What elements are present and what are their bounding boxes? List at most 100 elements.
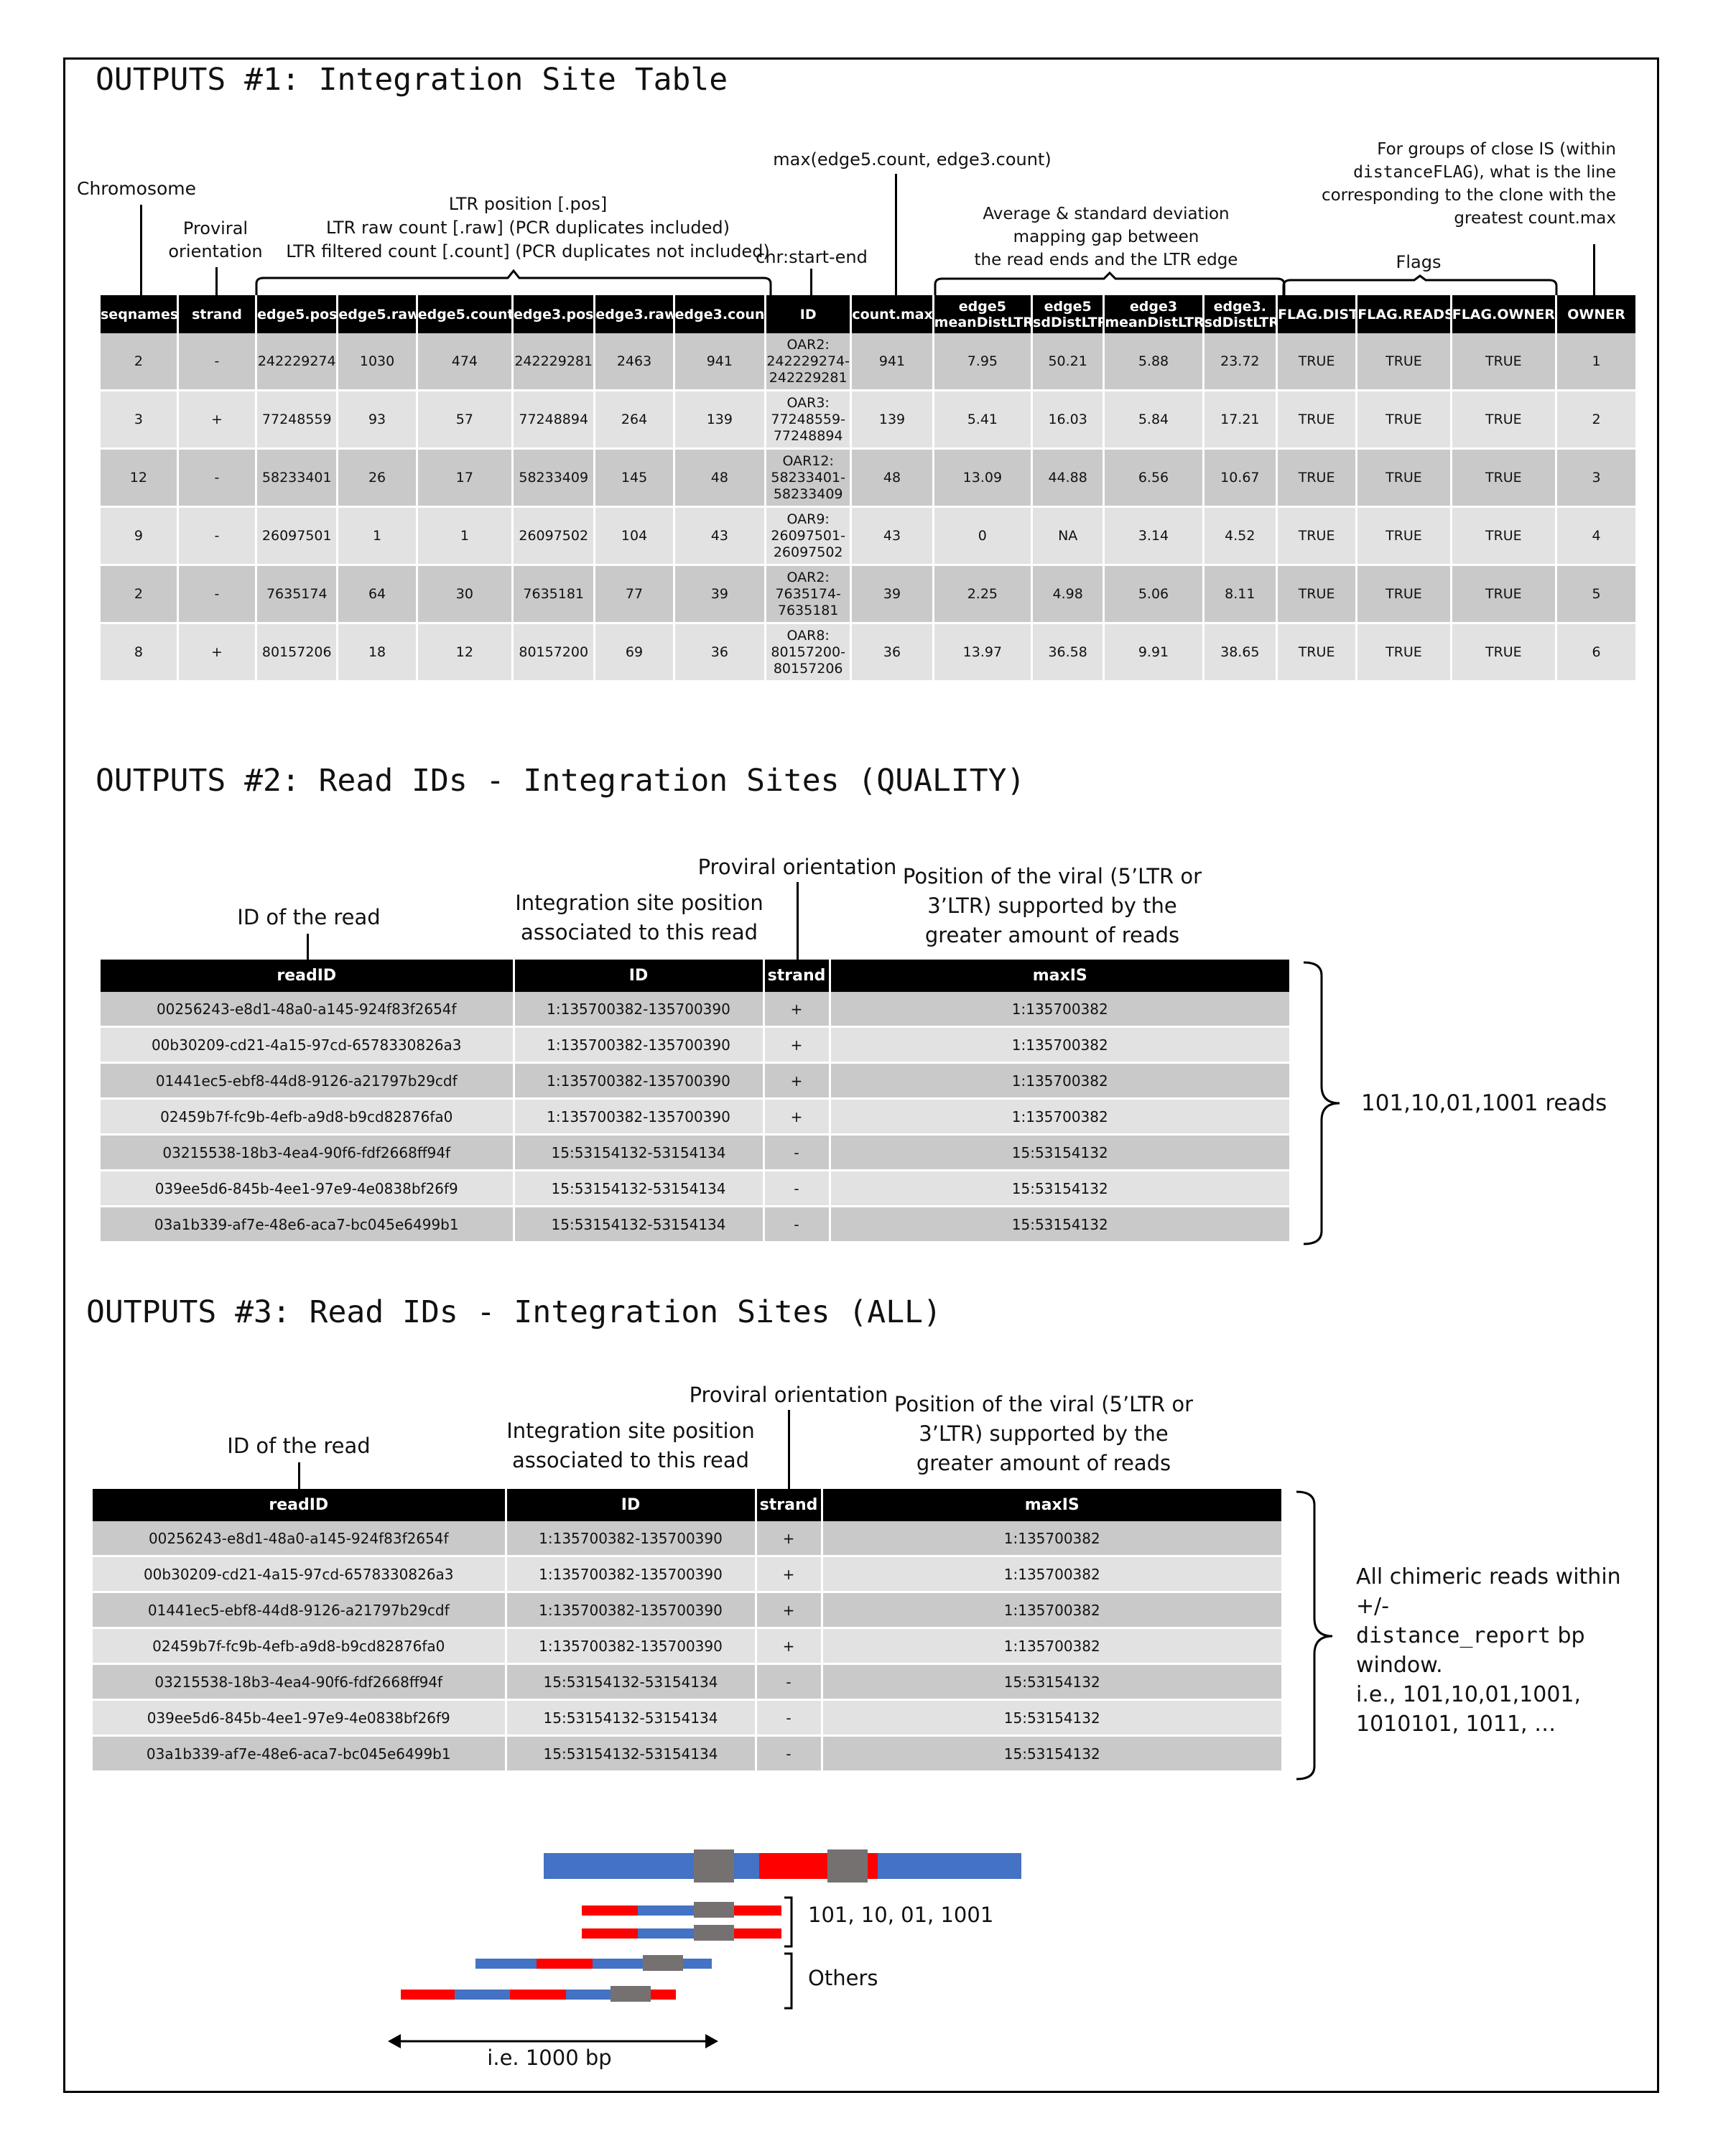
read-bar	[537, 1959, 593, 1969]
table-cell: 15:53154132-53154134	[514, 1134, 765, 1171]
annotation-proviral-orientation: Proviral orientation	[689, 1383, 888, 1407]
table-cell: -	[763, 1134, 831, 1171]
col-header-maxis: maxIS	[830, 960, 1289, 992]
table-cell: 104	[594, 506, 675, 566]
diagram-label-101: 101, 10, 01, 1001	[808, 1903, 994, 1927]
table-cell: 03215538-18b3-4ea4-90f6-fdf2668ff94f	[101, 1134, 515, 1171]
bracket-others	[784, 1952, 793, 2010]
read-bar	[651, 1990, 676, 2000]
read-bar	[455, 1990, 510, 2000]
table-cell: 50.21	[1031, 333, 1105, 391]
table-cell: 16.03	[1031, 390, 1105, 450]
table-cell: 5	[1556, 565, 1635, 624]
table-cell: 93	[337, 390, 418, 450]
pointer-line	[895, 174, 897, 295]
table-cell: 0	[933, 506, 1034, 566]
read-bar	[694, 1902, 734, 1918]
table-cell: 18	[337, 623, 418, 682]
table-cell: -	[763, 1170, 831, 1207]
read-ids-all-table: readID ID strand maxIS 00256243-e8d1-48a…	[93, 1489, 1281, 1773]
table-cell: 242229274	[256, 333, 339, 391]
read-bar	[401, 1990, 455, 2000]
table-cell: 77248894	[512, 390, 596, 450]
table-cell: 4.98	[1031, 565, 1105, 624]
table-cell: -	[177, 448, 258, 508]
table-cell: 1:135700382-135700390	[506, 1556, 757, 1593]
annotation-countmax: max(edge5.count, edge3.count)	[773, 149, 1052, 170]
table-cell: 941	[850, 333, 934, 391]
table-cell: 15:53154132	[830, 1134, 1289, 1171]
table-cell: 2.25	[933, 565, 1034, 624]
table-row: 2-7635174 64 30 7635181 77 39 OAR2: 7635174- 763…	[101, 565, 1635, 624]
table-cell: TRUE	[1356, 333, 1452, 391]
col-header-readid: readID	[101, 960, 515, 992]
table-cell: +	[763, 1062, 831, 1100]
table-cell: 7.95	[933, 333, 1034, 391]
annotation-isposition: Integration site position associated to …	[506, 1419, 755, 1472]
table-cell: 03a1b339-af7e-48e6-aca7-bc045e6499b1	[93, 1735, 507, 1773]
table-cell: 48	[850, 448, 934, 508]
annotation-flags: Flags	[1396, 252, 1442, 272]
table-cell: 1:135700382	[822, 1628, 1281, 1665]
col-header-strand: strand	[756, 1489, 823, 1521]
table-cell: 1:135700382	[822, 1592, 1281, 1629]
annotation-chromosome: Chromosome	[76, 178, 197, 199]
table-cell: TRUE	[1451, 390, 1558, 450]
table-cell: 03215538-18b3-4ea4-90f6-fdf2668ff94f	[93, 1663, 507, 1701]
table-cell: 01441ec5-ebf8-44d8-9126-a21797b29cdf	[93, 1592, 507, 1629]
table-cell: TRUE	[1276, 448, 1358, 508]
table-cell: 264	[594, 390, 675, 450]
table-row: 03215538-18b3-4ea4-90f6-fdf2668ff94f 15:5…	[93, 1663, 1281, 1701]
col-header-id: ID	[514, 960, 765, 992]
table-cell: 15:53154132-53154134	[506, 1663, 757, 1701]
table-row: 8 +80157206 18 12 80157200 69 36 OAR8: 80157200-…	[101, 623, 1635, 682]
table-cell: 1:135700382	[830, 1098, 1289, 1136]
table-cell: 15:53154132-53154134	[514, 1170, 765, 1207]
annotation-isposition: Integration site position associated to …	[515, 891, 763, 944]
table-cell: 9.91	[1103, 623, 1204, 682]
table-cell: 44.88	[1031, 448, 1105, 508]
section1-heading: OUTPUTS #1: Integration Site Table	[96, 62, 728, 98]
table-cell: OAR8: 80157200- 80157206	[765, 623, 853, 682]
table-cell: 48	[674, 448, 767, 508]
table-row: 2-242229274 1030 474 242229281 2463 941 OAR2: 2…	[101, 333, 1635, 391]
table-row: 9-26097501 1 1 26097502 104 43 OAR9: 26097501- 2…	[101, 506, 1635, 566]
table-cell: 15:53154132-53154134	[514, 1206, 765, 1243]
table-cell: 3	[101, 390, 179, 450]
table-cell: 15:53154132	[830, 1206, 1289, 1243]
table-cell: 242229281	[512, 333, 596, 391]
table-cell: 9	[101, 506, 179, 566]
read-bar	[734, 1928, 781, 1939]
table-row: 03215538-18b3-4ea4-90f6-fdf2668ff94f 15:5…	[101, 1134, 1289, 1171]
table-row: 039ee5d6-845b-4ee1-97e9-4e0838bf26f9 15:5…	[93, 1699, 1281, 1737]
table-cell: 80157200	[512, 623, 596, 682]
col-header: edge3 meanDistLTR	[1103, 295, 1204, 333]
col-header: ID	[765, 295, 853, 333]
annotation-maxis: Position of the viral (5’LTR or 3’LTR) s…	[893, 1392, 1194, 1475]
table-cell: -	[756, 1699, 823, 1737]
table-cell: 3	[1556, 448, 1635, 508]
table-cell: 00b30209-cd21-4a15-97cd-6578330826a3	[93, 1556, 507, 1593]
table-cell: 039ee5d6-845b-4ee1-97e9-4e0838bf26f9	[101, 1170, 515, 1207]
annotation-proviral-orientation: Proviral orientation	[697, 855, 897, 879]
table-cell: 1:135700382-135700390	[514, 1026, 765, 1064]
pointer-line	[307, 934, 309, 960]
col-header: edge5.pos	[256, 295, 339, 333]
read-ids-quality-table: readID ID strand maxIS 00256243-e8d1-48a…	[101, 960, 1289, 1243]
read-bar	[593, 1959, 643, 1969]
table-cell: +	[756, 1556, 823, 1593]
table-header-row: readID ID strand maxIS	[93, 1489, 1281, 1521]
table-cell: 02459b7f-fc9b-4efb-a9d8-b9cd82876fa0	[93, 1628, 507, 1665]
col-header: edge5.count	[417, 295, 514, 333]
table-cell: 1:135700382	[830, 1026, 1289, 1064]
table-cell: TRUE	[1451, 333, 1558, 391]
annotation-ltr: LTR position [.pos] LTR raw count [.raw]…	[286, 194, 770, 261]
table-cell: TRUE	[1451, 623, 1558, 682]
bracket-101	[784, 1896, 793, 1948]
section2-heading: OUTPUTS #2: Read IDs - Integration Sites…	[96, 763, 1026, 799]
col-header-maxis: maxIS	[822, 1489, 1281, 1521]
table-row: 03a1b339-af7e-48e6-aca7-bc045e6499b1 15:5…	[93, 1735, 1281, 1773]
table-cell: OAR2: 242229274- 242229281	[765, 333, 853, 391]
table-row: 02459b7f-fc9b-4efb-a9d8-b9cd82876fa0 1:13…	[101, 1098, 1289, 1136]
col-header: edge5 meanDistLTR	[933, 295, 1034, 333]
